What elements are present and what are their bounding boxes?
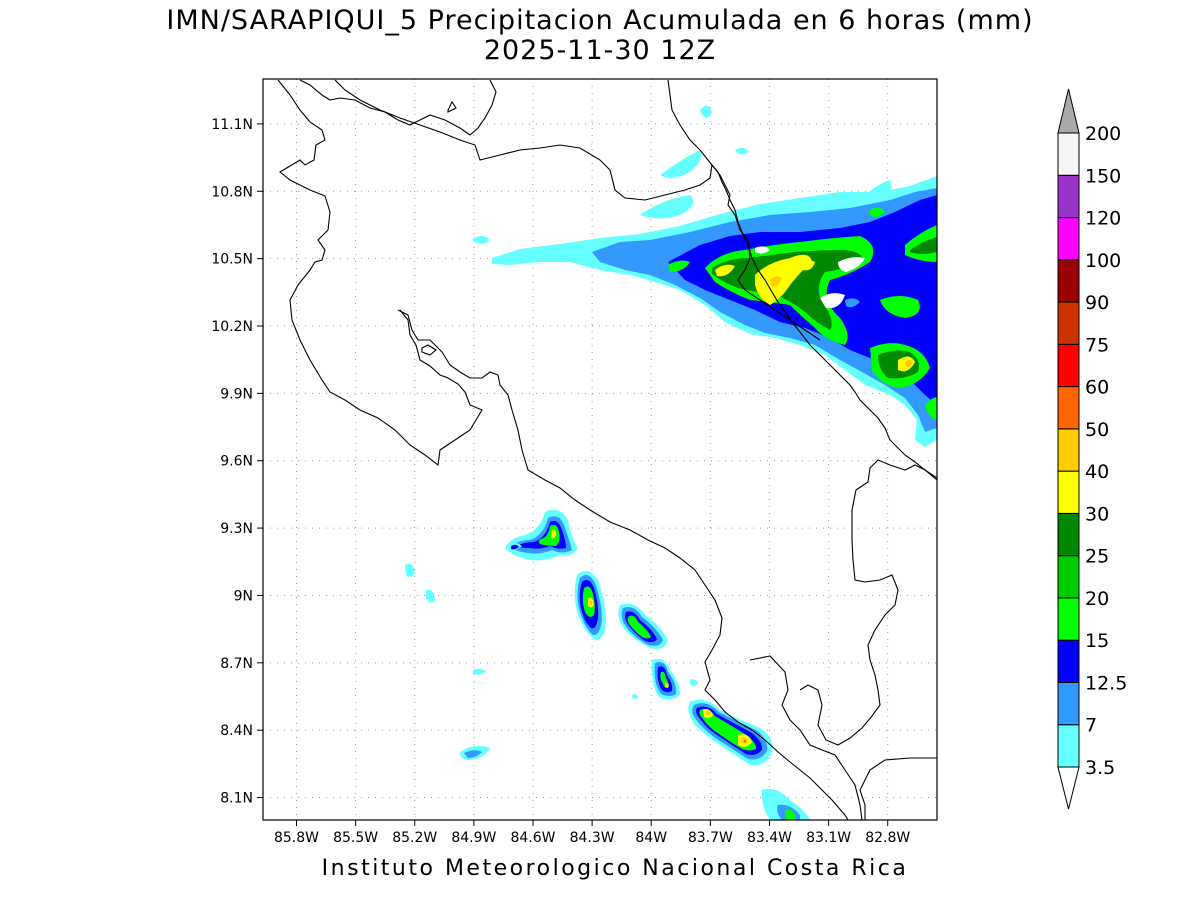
panama-border xyxy=(749,655,863,820)
lon-tick-label: 85.8W xyxy=(274,830,319,846)
lake-shore-inner xyxy=(299,79,497,136)
colorbar-label: 150 xyxy=(1085,165,1121,187)
colorbar-label: 7 xyxy=(1085,715,1097,737)
lat-tick-label: 9.3N xyxy=(220,521,253,537)
colorbar-label: 40 xyxy=(1085,461,1109,483)
lat-tick-label: 9.6N xyxy=(220,454,253,470)
lat-tick-label: 9N xyxy=(234,588,253,604)
colorbar-swatch xyxy=(1057,132,1080,176)
colorbar-swatch xyxy=(1057,555,1080,599)
map-title: IMN/SARAPIQUI_5 Precipitacion Acumulada … xyxy=(166,5,1034,36)
lon-tick-label: 85.2W xyxy=(392,830,437,846)
lat-tick-label: 10.2N xyxy=(211,319,253,335)
colorbar-swatch xyxy=(1057,724,1080,768)
colorbar-over-arrow xyxy=(1057,88,1080,134)
colorbar-label: 25 xyxy=(1085,546,1109,568)
panama-coast xyxy=(859,757,937,820)
colorbar-swatch xyxy=(1057,174,1080,219)
colorbar-label: 3.5 xyxy=(1085,757,1115,779)
lat-tick-label: 10.5N xyxy=(211,252,253,268)
map-gridlines xyxy=(263,79,937,820)
lon-tick-label: 84W xyxy=(635,830,667,846)
colorbar-label: 20 xyxy=(1085,588,1109,610)
colorbar-legend: 3.5 7 12.5 15 20 25 30 40 50 60 75 90 100 120 150 200 xyxy=(1057,88,1127,810)
coastlines-and-borders xyxy=(277,79,937,820)
colorbar-under-arrow xyxy=(1057,766,1080,810)
colorbar-swatch xyxy=(1057,259,1080,303)
lat-tick-label: 8.1N xyxy=(220,791,253,807)
lon-tick-label: 83.7W xyxy=(688,830,733,846)
island-gulf xyxy=(421,344,437,356)
colorbar-swatch xyxy=(1057,428,1080,472)
caribbean-coast-border xyxy=(711,164,937,479)
colorbar-label: 30 xyxy=(1085,503,1109,525)
colorbar-swatch xyxy=(1057,217,1080,261)
island-outline xyxy=(447,100,457,113)
colorbar-swatch xyxy=(1057,386,1080,430)
colorbar-swatch xyxy=(1057,681,1080,726)
map-frame xyxy=(262,78,938,821)
colorbar-swatch xyxy=(1057,470,1080,514)
rain-band-south xyxy=(405,509,810,820)
colorbar-swatch xyxy=(1057,639,1080,683)
precipitation-fields xyxy=(405,105,937,820)
footer-credit: Instituto Meteorologico Nacional Costa R… xyxy=(321,856,909,881)
lon-tick-label: 84.3W xyxy=(570,830,615,846)
lat-tick-label: 10.8N xyxy=(211,184,253,200)
lat-tick-label: 11.1N xyxy=(211,117,253,133)
lon-tick-label: 84.6W xyxy=(510,830,555,846)
colorbar-label: 75 xyxy=(1085,334,1109,356)
lon-tick-label: 83.4W xyxy=(747,830,792,846)
map-subtitle-date: 2025-11-30 12Z xyxy=(483,35,717,66)
lat-tick-label: 8.7N xyxy=(220,656,253,672)
lon-tick-label: 83.1W xyxy=(806,830,851,846)
colorbar-swatch xyxy=(1057,343,1080,388)
colorbar-label: 15 xyxy=(1085,630,1109,652)
colorbar-label: 60 xyxy=(1085,377,1109,399)
rain-band-north xyxy=(472,105,937,447)
colorbar-swatch xyxy=(1057,597,1080,641)
colorbar-label: 12.5 xyxy=(1085,672,1127,694)
lon-tick-label: 85.5W xyxy=(333,830,378,846)
lon-tick-label: 82.8W xyxy=(865,830,910,846)
map-axes: 11.1N 10.8N 10.5N 10.2N 9.9N 9.6N 9.3N 9N 8.7N 8.… xyxy=(211,117,910,846)
lon-tick-label: 84.9W xyxy=(451,830,496,846)
nicaragua-coast-west xyxy=(277,79,483,467)
osa-peninsula xyxy=(799,459,937,746)
colorbar-label: 120 xyxy=(1085,208,1121,230)
lat-tick-label: 9.9N xyxy=(220,386,253,402)
lake-nicaragua-shore xyxy=(334,79,713,201)
colorbar-swatch xyxy=(1057,301,1080,345)
colorbar-swatch xyxy=(1057,512,1080,557)
colorbar-label: 50 xyxy=(1085,419,1109,441)
lat-tick-label: 8.4N xyxy=(220,723,253,739)
nicoya-coast xyxy=(397,309,849,820)
colorbar-label: 100 xyxy=(1085,250,1121,272)
colorbar-label: 200 xyxy=(1085,123,1121,145)
caribbean-coast-north xyxy=(711,164,821,341)
colorbar-label: 90 xyxy=(1085,292,1109,314)
